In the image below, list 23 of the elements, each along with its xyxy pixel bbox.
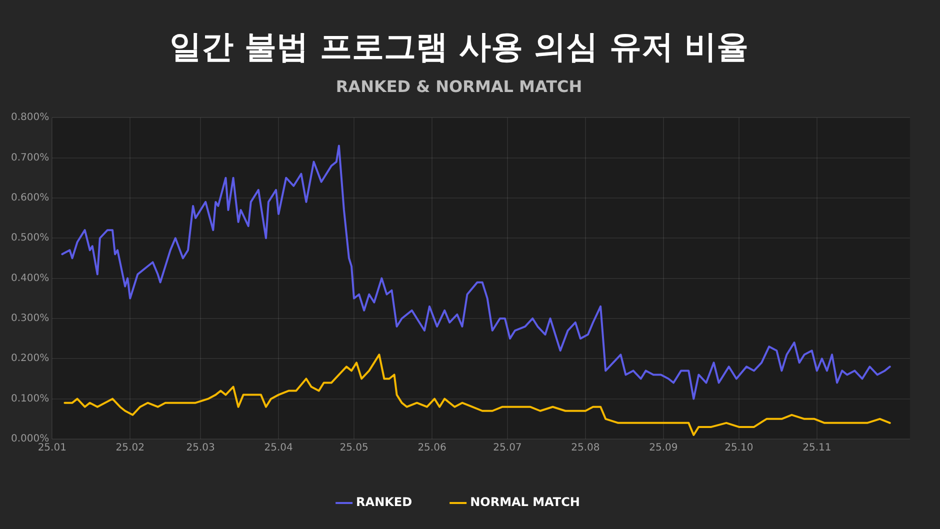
x-tick-label: 25.09 bbox=[649, 442, 678, 454]
legend-label: RANKED bbox=[356, 495, 412, 510]
y-tick-label: 0.300% bbox=[10, 313, 50, 324]
y-tick-label: 0.100% bbox=[10, 393, 50, 404]
x-tick-label: 25.02 bbox=[116, 442, 144, 454]
x-tick-label: 25.11 bbox=[802, 442, 832, 454]
y-tick-label: 0.800% bbox=[10, 112, 50, 124]
y-tick-label: 0.400% bbox=[10, 272, 50, 284]
chart-subtitle: RANKED & NORMAL MATCH bbox=[336, 77, 582, 96]
x-tick-label: 25.08 bbox=[571, 442, 600, 454]
x-tick-label: 25.01 bbox=[38, 442, 66, 454]
y-tick-label: 0.600% bbox=[10, 192, 50, 204]
x-tick-label: 25.07 bbox=[493, 442, 522, 454]
x-tick-label: 25.04 bbox=[264, 442, 293, 454]
y-tick-label: 0.700% bbox=[10, 152, 50, 164]
y-tick-label: 0.500% bbox=[10, 232, 50, 244]
x-tick-label: 25.05 bbox=[340, 442, 368, 454]
chart-title: 일간 불법 프로그램 사용 의심 유저 비율 bbox=[170, 28, 748, 66]
x-tick-label: 25.03 bbox=[186, 442, 215, 454]
y-tick-label: 0.200% bbox=[10, 353, 50, 364]
legend-label: NORMAL MATCH bbox=[470, 495, 580, 510]
x-tick-label: 25.10 bbox=[724, 442, 754, 454]
x-tick-label: 25.06 bbox=[418, 442, 446, 454]
